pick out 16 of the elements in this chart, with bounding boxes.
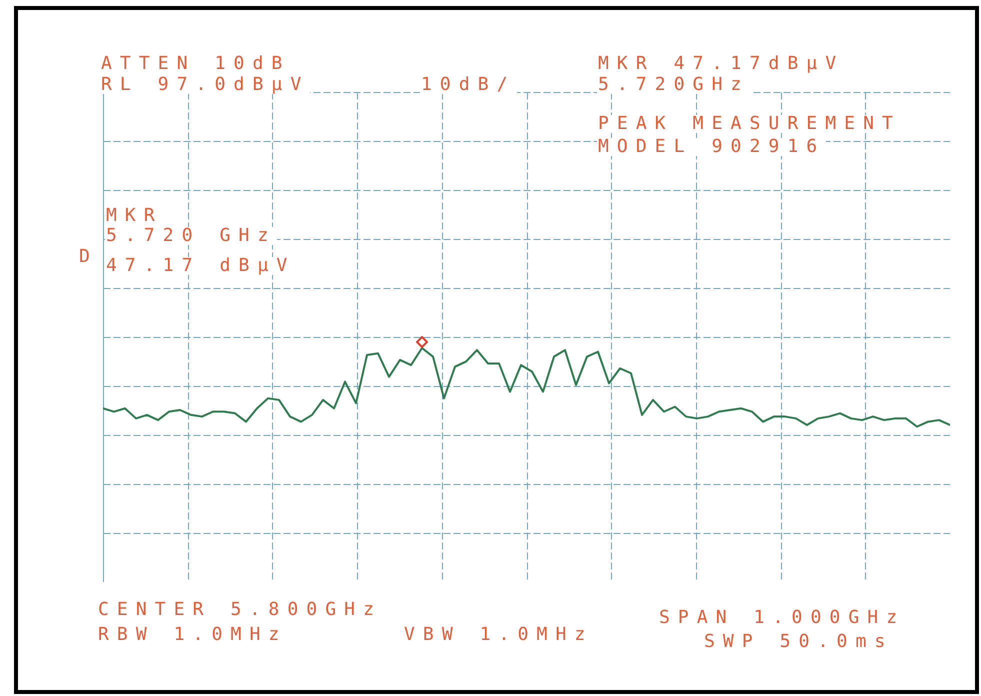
text: MKR [105,205,164,226]
text: 5.720 GHz [105,225,278,246]
text: VBW 1.0MHz [403,624,594,645]
text: D [78,246,99,267]
text: ATTEN 10dB [100,53,292,74]
text: MODEL 902916 [597,136,826,157]
text: MKR 47.17dBµV [597,53,846,74]
text: SPAN 1.000GHz [658,607,906,628]
text: RBW 1.0MHz [97,624,288,645]
text: 5.720GHz [597,74,750,95]
text: PEAK MEASUREMENT [597,113,902,134]
text: RL 97.0dBµV [100,74,310,95]
text: 47.17 dBµV [105,255,296,276]
text: SWP 50.0ms [703,631,894,652]
text: CENTER 5.800GHz [97,599,384,620]
text: 10dB/ [420,74,517,95]
